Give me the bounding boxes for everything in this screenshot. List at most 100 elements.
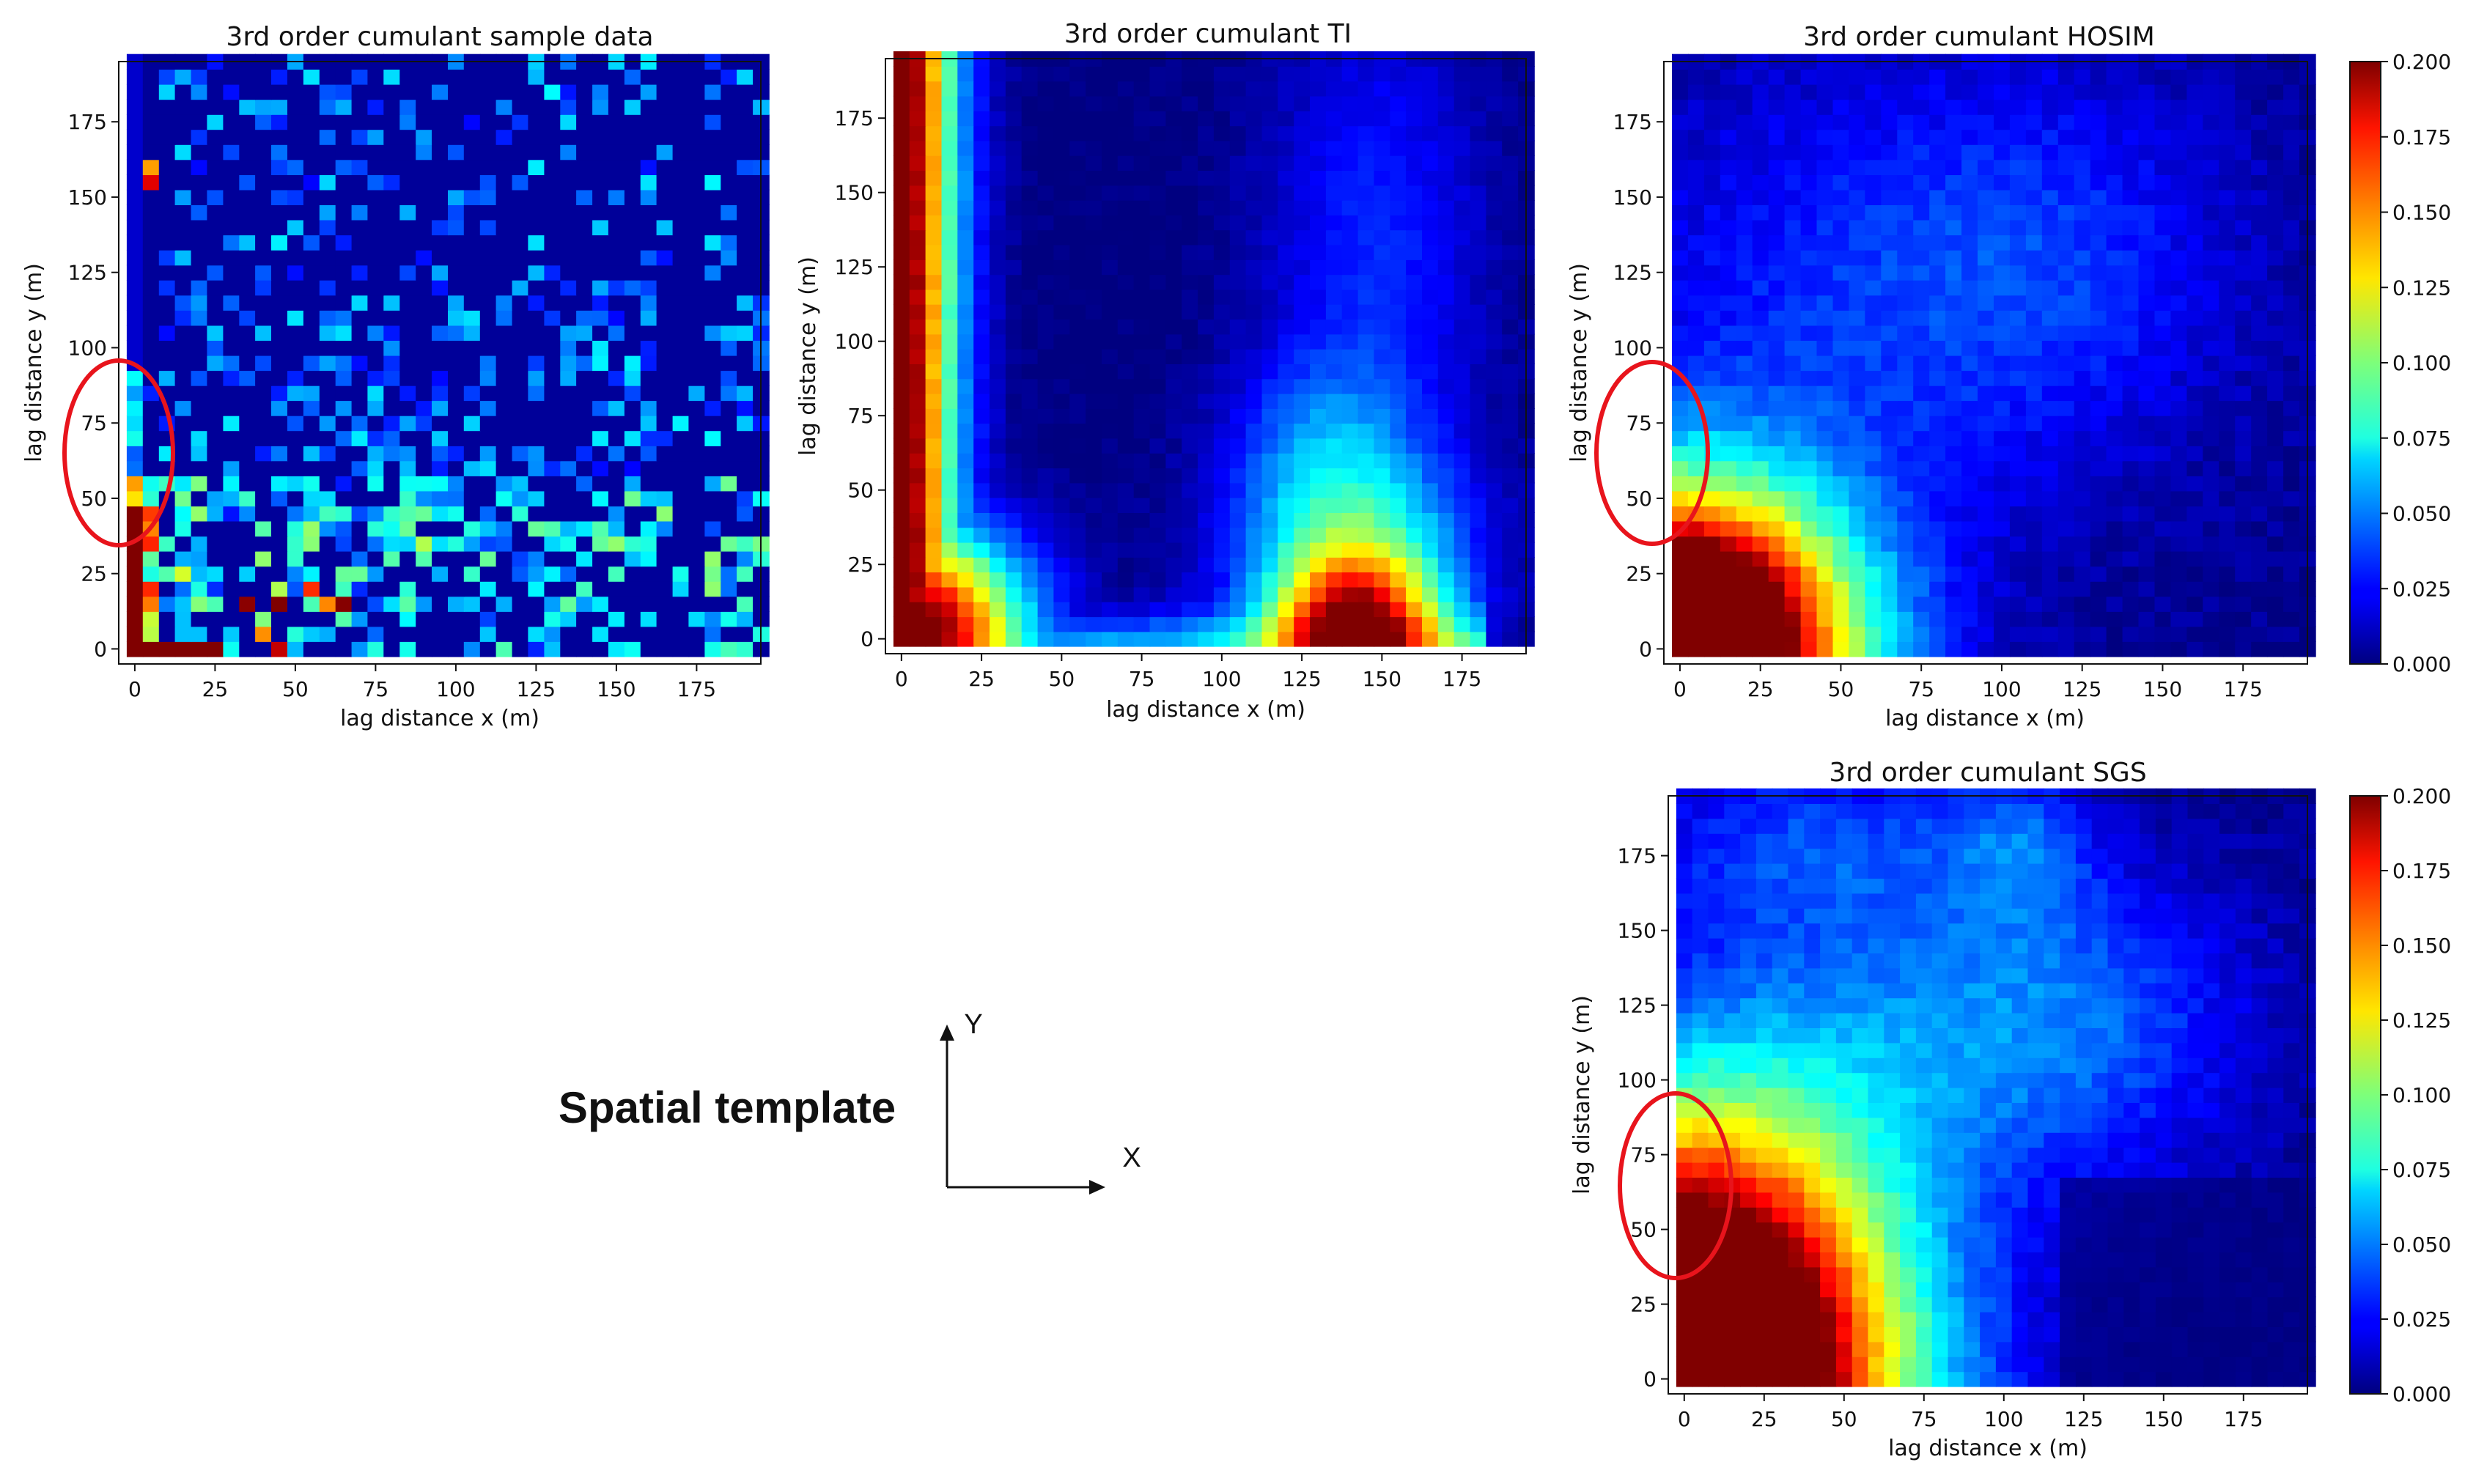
heatmap-cell (174, 310, 192, 326)
heatmap-cell (239, 99, 256, 115)
heatmap-cell (1865, 520, 1882, 537)
heatmap-cell (1294, 274, 1311, 290)
heatmap-cell (1310, 215, 1327, 231)
heatmap-cell (1149, 81, 1167, 97)
heatmap-cell (1021, 482, 1039, 498)
heatmap-cell (2090, 265, 2107, 281)
heatmap-cell (1929, 129, 1946, 145)
heatmap-cell (1486, 453, 1503, 469)
heatmap-cell (2251, 566, 2268, 582)
heatmap-cell (2283, 174, 2300, 191)
heatmap-cell (1945, 144, 1962, 160)
heatmap-cell (174, 506, 192, 522)
heatmap-cell (1929, 159, 1946, 175)
heatmap-cell (2235, 189, 2252, 205)
heatmap-cell (335, 265, 353, 281)
heatmap-cell (319, 159, 336, 175)
heatmap-cell (1341, 348, 1359, 364)
heatmap-cell (1165, 95, 1182, 111)
heatmap-cell (656, 611, 674, 627)
heatmap-cell (1470, 303, 1487, 320)
heatmap-cell (2090, 189, 2107, 205)
heatmap-cell (142, 566, 160, 582)
heatmap-cell (925, 303, 943, 320)
heatmap-cell (560, 159, 577, 175)
heatmap-cell (1198, 408, 1215, 424)
heatmap-cell (560, 280, 577, 296)
heatmap-cell (2122, 295, 2140, 311)
heatmap-cell (1165, 438, 1182, 454)
heatmap-cell (909, 423, 926, 439)
heatmap-cell (957, 572, 974, 588)
heatmap-cell (1816, 189, 1834, 205)
heatmap-cell (909, 527, 926, 543)
heatmap-cell (1294, 378, 1311, 394)
heatmap-cell (1390, 140, 1407, 156)
heatmap-cell (893, 438, 910, 454)
heatmap-cell (1213, 185, 1231, 201)
heatmap-cell (1897, 536, 1914, 552)
heatmap-cell (367, 295, 385, 311)
heatmap-cell (255, 596, 272, 612)
heatmap-cell (2041, 235, 2059, 251)
heatmap-cell (1437, 586, 1455, 602)
heatmap-cell (560, 99, 577, 115)
heatmap-cell (576, 536, 593, 552)
heatmap-cell (1069, 602, 1086, 618)
heatmap-cell (2009, 400, 2027, 416)
heatmap-cell (1133, 348, 1151, 364)
heatmap-cell (432, 550, 449, 567)
heatmap-cell (1692, 1356, 1709, 1373)
heatmap-cell (1832, 506, 1850, 522)
heatmap-cell (1149, 616, 1167, 632)
heatmap-cell (383, 310, 400, 326)
heatmap-cell (2138, 370, 2156, 386)
heatmap-cell (2251, 536, 2268, 552)
heatmap-cell (1390, 572, 1407, 588)
heatmap-cell (688, 129, 706, 145)
heatmap-cell (512, 265, 529, 281)
heatmap-cell (1800, 641, 1818, 657)
heatmap-cell (1341, 111, 1359, 127)
heatmap-cell (239, 280, 256, 296)
heatmap-cell (1703, 611, 1721, 627)
heatmap-cell (495, 536, 513, 552)
heatmap-cell (1005, 482, 1023, 498)
heatmap-cell (925, 125, 943, 141)
heatmap-cell (2122, 204, 2140, 221)
heatmap-cell (1672, 581, 1689, 597)
heatmap-cell (1086, 319, 1102, 335)
heatmap-cell (271, 581, 288, 597)
heatmap-cell (737, 430, 754, 446)
heatmap-cell (1752, 536, 1769, 552)
heatmap-cell (1165, 111, 1182, 127)
heatmap-cell (1422, 482, 1439, 498)
heatmap-cell (1897, 295, 1914, 311)
heatmap-cell (1897, 310, 1914, 326)
heatmap-cell (990, 95, 1006, 111)
heatmap-cell (1881, 129, 1898, 145)
heatmap-cell (2074, 310, 2091, 326)
heatmap-cell (1102, 497, 1119, 513)
heatmap-cell (941, 497, 959, 513)
heatmap-cell (1005, 215, 1023, 231)
heatmap-cell (1736, 114, 1753, 130)
heatmap-cell (688, 295, 706, 311)
heatmap-cell (399, 415, 416, 432)
heatmap-cell (1245, 303, 1263, 320)
heatmap-cell (1961, 295, 1978, 311)
heatmap-cell (271, 159, 288, 175)
heatmap-cell (2122, 84, 2140, 100)
heatmap-cell (142, 99, 160, 115)
heatmap-cell (704, 520, 722, 537)
heatmap-cell (990, 497, 1006, 513)
heatmap-cell (624, 144, 641, 160)
heatmap-cell (174, 446, 192, 462)
heatmap-cell (1294, 572, 1311, 588)
heatmap-cell (367, 310, 385, 326)
heatmap-cell (893, 66, 910, 82)
heatmap-cell (1945, 446, 1962, 462)
heatmap-cell (1086, 199, 1102, 215)
heatmap-cell (2138, 355, 2156, 372)
heatmap-cell (239, 159, 256, 175)
